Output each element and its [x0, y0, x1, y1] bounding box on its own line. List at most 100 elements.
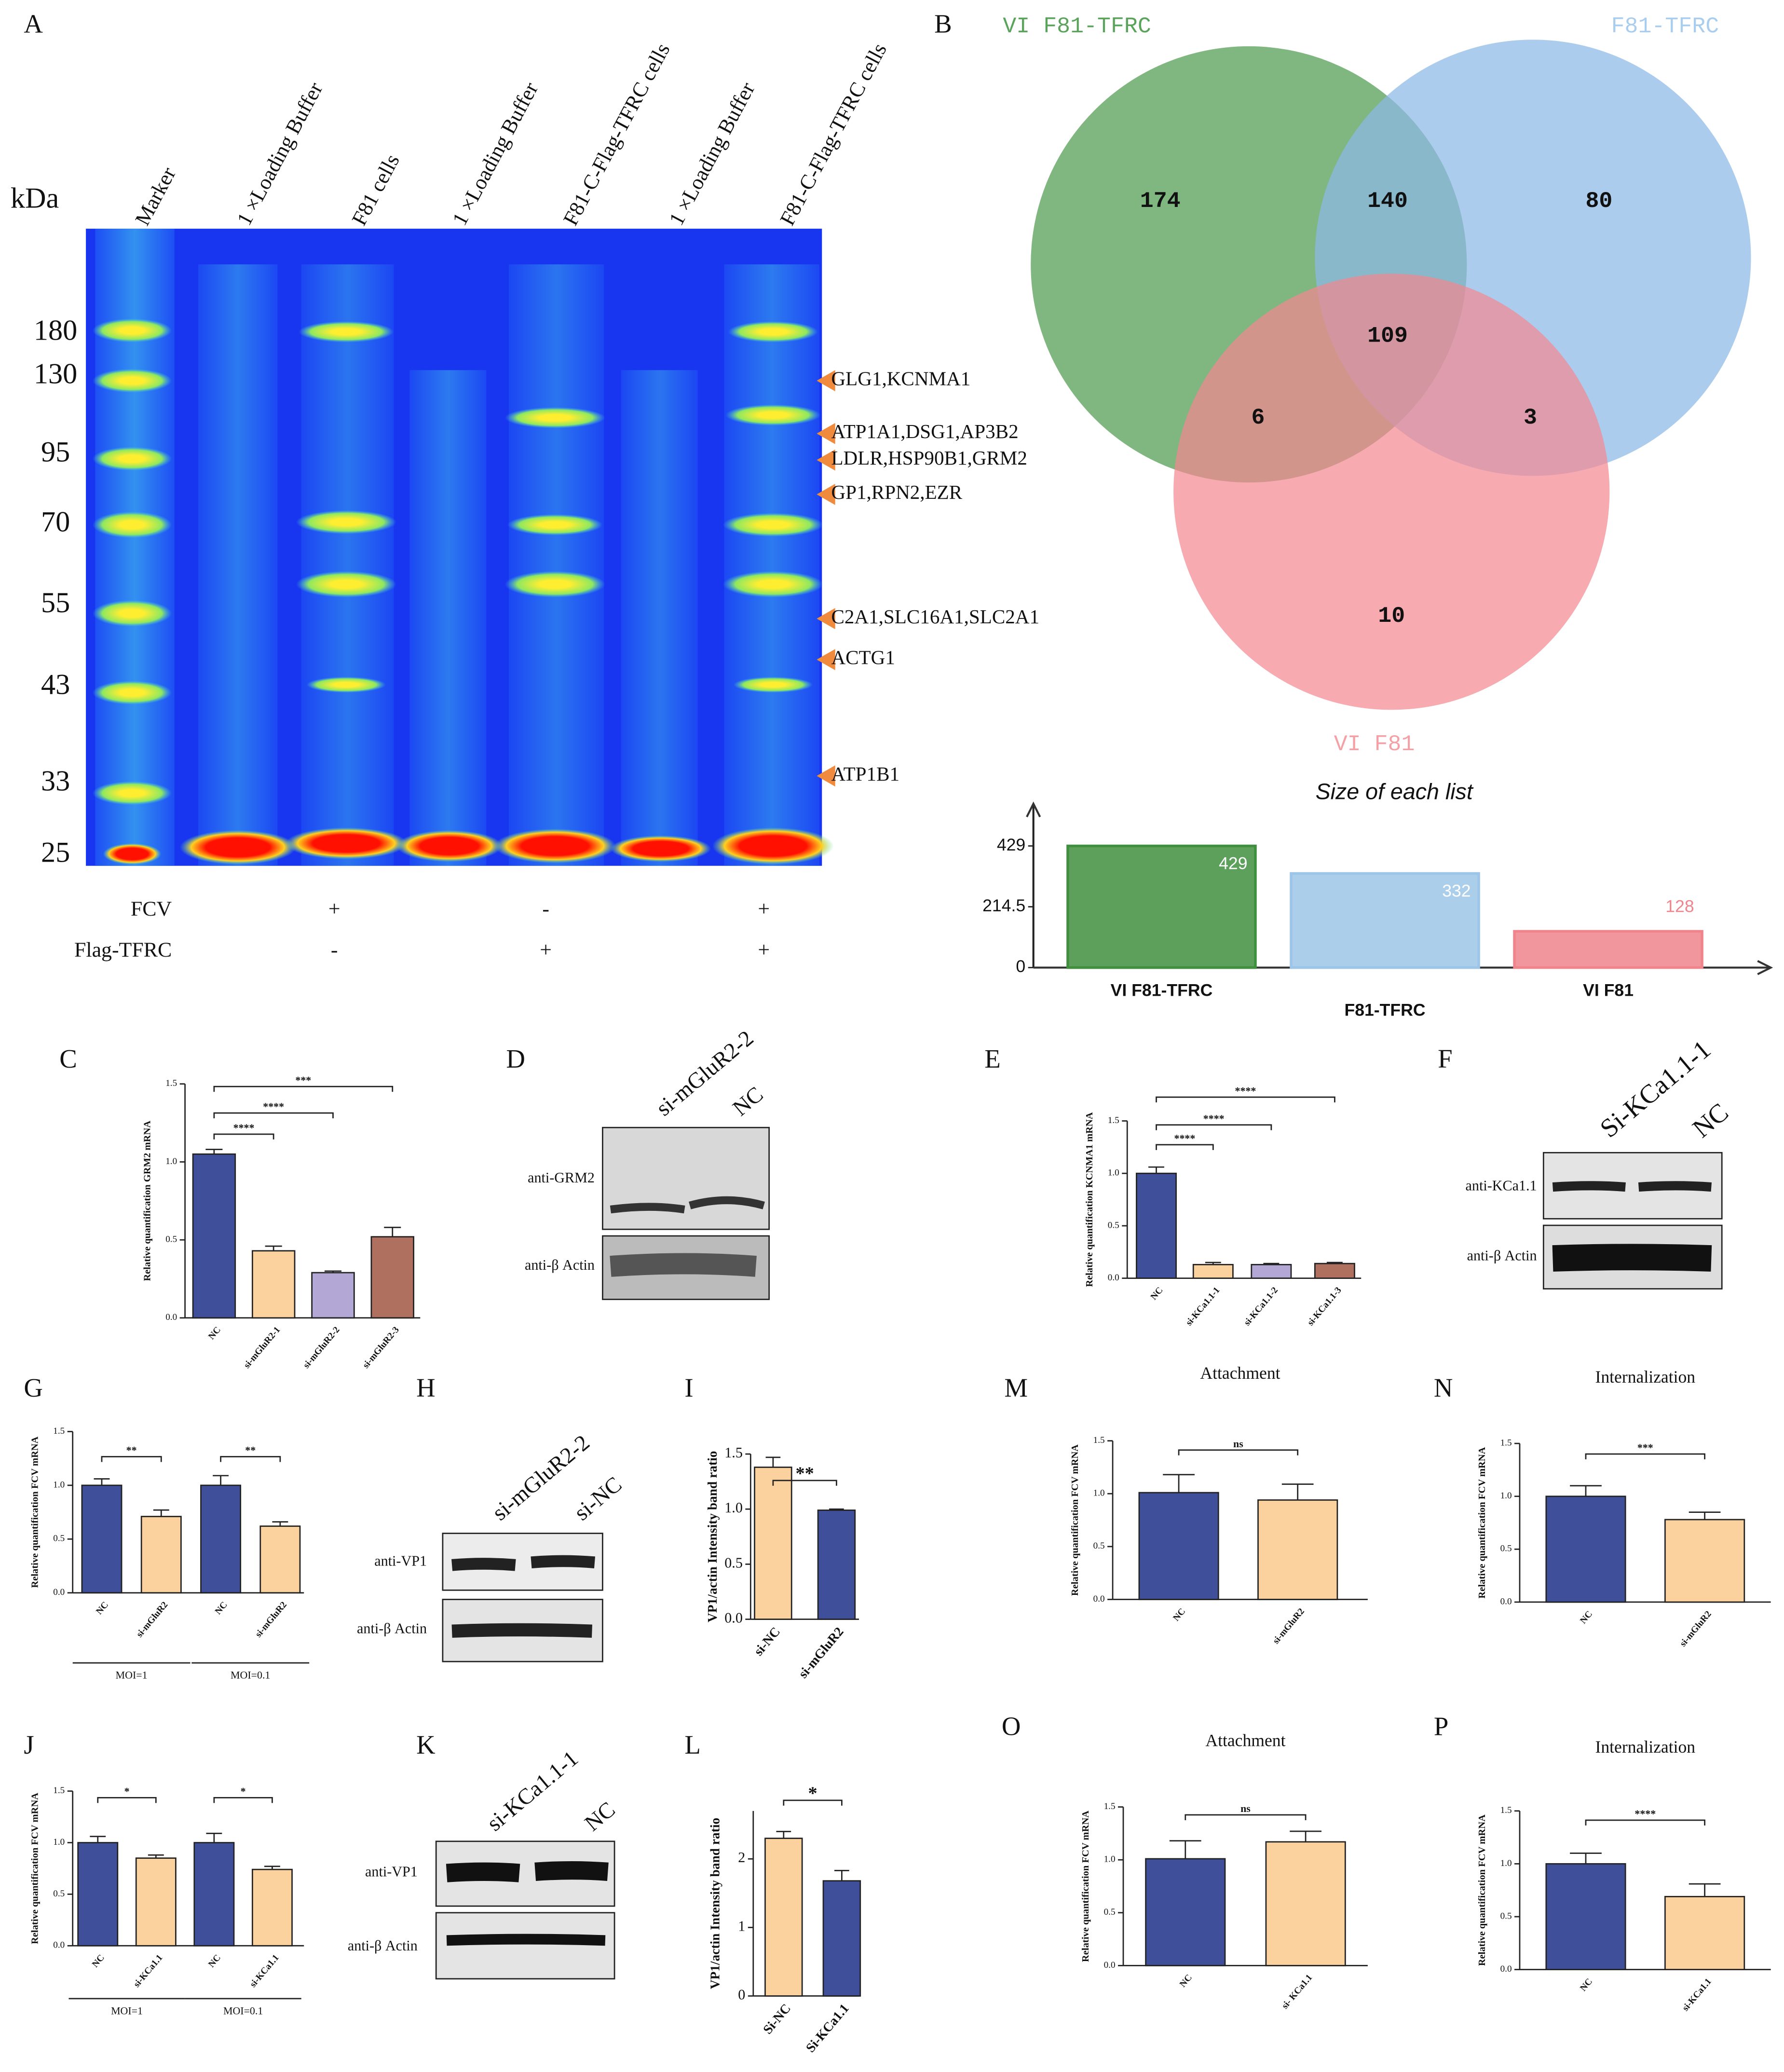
y-tick-label: 1.0	[53, 1480, 65, 1490]
x-tick-label: si-KCa1.1	[248, 1953, 281, 1990]
significance-label: *	[124, 1785, 130, 1797]
y-tick-label: 1.5	[1500, 1438, 1512, 1448]
y-tick-label: 0.5	[1104, 1907, 1116, 1917]
significance-label: **	[245, 1444, 256, 1456]
band-annotation: ACTG1	[831, 646, 895, 669]
bar	[251, 1250, 296, 1319]
panel-letter: J	[24, 1730, 34, 1759]
significance-label: ****	[1235, 1084, 1256, 1097]
band-annotation: C2A1,SLC16A1,SLC2A1	[831, 605, 1039, 628]
significance-bracket	[97, 1797, 157, 1803]
y-tick-label: 1.5	[1104, 1801, 1116, 1811]
axis-arrow	[1026, 801, 1041, 818]
y-tick-label: 0.5	[53, 1889, 65, 1899]
panel-letter: B	[934, 9, 952, 38]
group-label: MOI=1	[116, 1669, 148, 1681]
arrow	[817, 370, 835, 392]
arrow	[817, 423, 835, 444]
panel-letter: P	[1434, 1712, 1448, 1741]
chart-title: Internalization	[1595, 1737, 1695, 1756]
x-tick-label: NC	[1578, 1976, 1594, 1993]
significance-label: ns	[1233, 1438, 1243, 1450]
error-bar	[206, 1832, 222, 1843]
panel-letter: N	[1434, 1373, 1453, 1402]
antibody-label: anti-VP1	[365, 1864, 418, 1880]
bar	[1545, 1863, 1626, 1970]
panel-letter: I	[684, 1373, 693, 1402]
y-axis-label: VP1/actin Intensity band ratio	[708, 1818, 722, 1989]
bar	[135, 1857, 177, 1947]
bar	[1513, 930, 1703, 969]
x-tick-label: si-KCa1.1-1	[1184, 1285, 1222, 1328]
chart-title: Internalization	[1595, 1367, 1695, 1386]
venn-diagram	[1031, 40, 1751, 710]
y-tick-label: 1.5	[1093, 1435, 1105, 1445]
y-tick-label: 1.0	[53, 1837, 65, 1847]
bar	[1066, 844, 1257, 969]
marker-label: 130	[34, 358, 77, 390]
gel-image	[86, 229, 834, 866]
x-tick-label: NC	[1171, 1606, 1187, 1623]
band-annotation: ATP1A1,DSG1,AP3B2	[831, 420, 1018, 442]
y-axis-label: Relative quantification FCV mRNA	[1070, 1444, 1080, 1596]
venn-count: 140	[1367, 188, 1408, 214]
venn-count: 174	[1140, 188, 1181, 214]
error-bar	[384, 1226, 401, 1237]
lane-label: F81-C-Flag-TFRC cells	[776, 40, 891, 229]
x-tick-label: NC	[1149, 1285, 1165, 1302]
row-label: Flag-TFRC	[74, 938, 172, 961]
significance-label: ***	[1637, 1441, 1653, 1454]
x-tick-label: si-NC	[751, 1624, 783, 1659]
bar	[1290, 872, 1480, 969]
significance-label: ***	[295, 1074, 311, 1086]
blot-lane-label: si-NC	[570, 1472, 627, 1525]
y-tick-label: 0.5	[1500, 1544, 1512, 1554]
bar	[193, 1842, 235, 1947]
x-tick-label: si- KCa1.1	[1280, 1973, 1315, 2011]
significance-label: ****	[1634, 1808, 1656, 1820]
bar	[817, 1509, 856, 1620]
marker-label: 25	[41, 837, 70, 869]
y-axis-label: Relative quantification FCV mRNA	[30, 1436, 41, 1588]
error-bar	[776, 1831, 791, 1839]
antibody-label: anti-β Actin	[525, 1257, 595, 1273]
significance-bracket	[213, 1133, 274, 1139]
sign: +	[758, 897, 770, 920]
y-tick-label: 1.0	[1108, 1168, 1119, 1178]
significance-label: **	[795, 1464, 814, 1484]
error-bar	[1570, 1485, 1602, 1496]
significance-bracket	[1585, 1453, 1705, 1459]
x-tick-label: NC	[206, 1953, 223, 1970]
y-tick-label: 0.0	[1500, 1596, 1512, 1606]
antibody-label: anti-VP1	[374, 1553, 427, 1569]
y-axis-label: Relative quantification FCV mRNA	[1477, 1814, 1487, 1966]
y-tick-label: 1.0	[1500, 1858, 1512, 1868]
y-tick-label: 1.5	[1108, 1115, 1119, 1125]
panel-letter: C	[59, 1044, 77, 1073]
lane-label: 1 ×Loading Buffer	[232, 79, 327, 230]
sign: +	[328, 897, 340, 920]
significance-bracket	[1156, 1144, 1214, 1150]
significance-bracket	[1585, 1819, 1705, 1825]
error-bar	[153, 1509, 169, 1517]
y-tick-label: 0.0	[1500, 1964, 1512, 1974]
significance-label: ****	[1203, 1112, 1225, 1125]
y-tick-label: 1.0	[1104, 1854, 1116, 1865]
error-bar	[272, 1521, 288, 1526]
error-bar	[205, 1149, 223, 1154]
y-tick-label: 0.5	[1093, 1541, 1105, 1551]
y-tick-label: 0.0	[165, 1312, 177, 1322]
set-label: F81-TFRC	[1611, 14, 1719, 39]
significance-label: ****	[1174, 1132, 1196, 1144]
venn-count: 10	[1378, 603, 1405, 629]
panel-letter: G	[24, 1373, 43, 1402]
significance-label: ****	[233, 1122, 255, 1134]
bar	[81, 1484, 123, 1594]
western-blots	[435, 1126, 1723, 1980]
bar	[1192, 1263, 1234, 1279]
bar	[1257, 1499, 1338, 1600]
error-bar	[264, 1866, 280, 1870]
significance-bracket	[772, 1480, 837, 1486]
venn-count: 80	[1585, 188, 1612, 214]
